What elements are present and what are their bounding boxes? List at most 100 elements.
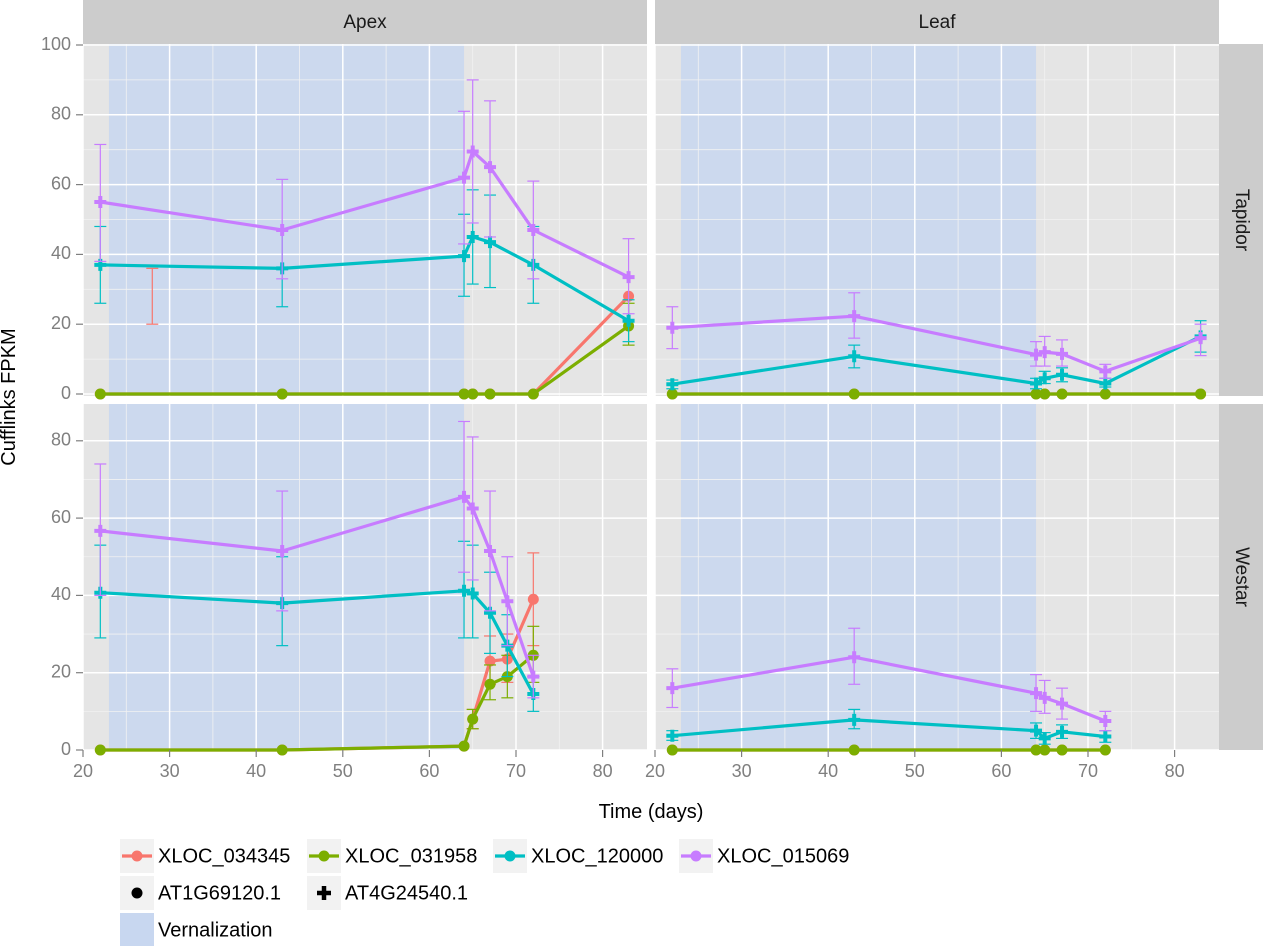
legend-key-point xyxy=(131,887,143,899)
data-point xyxy=(466,145,479,158)
x-tick-label: 50 xyxy=(333,761,353,781)
y-tick-label: 40 xyxy=(51,243,71,263)
data-point xyxy=(1099,730,1112,743)
legend: XLOC_034345 XLOC_031958 XLOC_120000 XLOC_01… xyxy=(120,839,849,946)
x-axis-apex: 20 30 40 50 60 70 80 xyxy=(73,750,613,781)
data-point xyxy=(1099,388,1111,400)
y-axis-tapidor: 0 20 40 60 80 100 xyxy=(41,34,83,403)
panel-apex-tapidor xyxy=(82,44,647,396)
x-axis-title: Time (days) xyxy=(599,801,704,823)
y-tick-label: 60 xyxy=(51,507,71,527)
legend-item-at4g24540-1: AT4G24540.1 xyxy=(307,876,468,910)
y-tick-label: 80 xyxy=(51,104,71,124)
data-point xyxy=(1030,348,1043,361)
data-apex-tapidor xyxy=(94,79,635,400)
legend-item-vernalization: Vernalization xyxy=(120,913,273,946)
data-point xyxy=(1030,687,1043,700)
legend-label: XLOC_031958 xyxy=(345,845,477,867)
row-strip-westar: Westar xyxy=(1219,404,1263,750)
series-xloc-015069 xyxy=(666,292,1207,379)
data-point xyxy=(1039,388,1051,400)
x-tick-label: 80 xyxy=(1165,761,1185,781)
legend-label: AT1G69120.1 xyxy=(158,882,281,904)
strip-label: Westar xyxy=(1231,547,1252,608)
strip-background xyxy=(1219,404,1263,750)
data-point xyxy=(666,729,679,742)
y-tick-label: 0 xyxy=(61,739,71,759)
data-point xyxy=(527,388,539,400)
data-point xyxy=(1039,744,1051,756)
data-point xyxy=(666,321,679,334)
legend-item-xloc-034345: XLOC_034345 xyxy=(120,839,290,873)
data-point xyxy=(848,388,860,400)
data-point xyxy=(501,595,514,608)
data-leaf-tapidor xyxy=(666,292,1207,400)
x-tick-label: 30 xyxy=(160,761,180,781)
series-xloc-031958 xyxy=(666,388,1207,400)
data-point xyxy=(848,651,861,664)
vernalization-band xyxy=(108,404,465,750)
data-point xyxy=(666,388,678,400)
data-point xyxy=(484,161,497,174)
data-point xyxy=(1056,725,1069,738)
x-tick-label: 30 xyxy=(732,761,752,781)
data-point xyxy=(467,388,479,400)
data-point xyxy=(458,388,470,400)
strip-label: Leaf xyxy=(919,12,957,33)
x-tick-label: 70 xyxy=(506,761,526,781)
data-point xyxy=(1038,732,1051,745)
data-point xyxy=(276,744,288,756)
legend-key-point xyxy=(504,850,516,862)
data-point xyxy=(1030,388,1042,400)
legend-label: AT4G24540.1 xyxy=(345,882,468,904)
panel-leaf-tapidor xyxy=(654,44,1219,396)
series-xloc-015069 xyxy=(94,79,635,315)
x-tick-label: 40 xyxy=(818,761,838,781)
y-tick-label: 20 xyxy=(51,661,71,681)
data-point xyxy=(1099,377,1112,390)
data-point xyxy=(276,388,288,400)
vernalization-band xyxy=(680,404,1037,750)
legend-label: XLOC_015069 xyxy=(717,845,849,867)
x-tick-label: 70 xyxy=(1078,761,1098,781)
data-point xyxy=(1056,347,1069,360)
data-point xyxy=(458,584,471,597)
x-tick-label: 20 xyxy=(645,761,665,781)
data-point xyxy=(1056,388,1068,400)
x-tick-label: 80 xyxy=(593,761,613,781)
y-tick-label: 0 xyxy=(61,383,71,403)
y-tick-label: 40 xyxy=(51,584,71,604)
data-point xyxy=(1194,332,1207,345)
data-point xyxy=(848,744,860,756)
data-point xyxy=(666,682,679,695)
data-point xyxy=(527,593,539,605)
data-point xyxy=(484,236,497,249)
data-point xyxy=(458,490,471,503)
legend-label: Vernalization xyxy=(158,919,273,941)
data-point xyxy=(527,223,540,236)
series-xloc-015069 xyxy=(94,420,540,699)
legend-item-at1g69120-1: AT1G69120.1 xyxy=(120,876,281,910)
data-point xyxy=(458,250,471,263)
legend-key-fill xyxy=(120,913,154,946)
data-point xyxy=(848,350,861,363)
data-point xyxy=(1056,744,1068,756)
column-strip-leaf: Leaf xyxy=(655,0,1219,44)
data-point xyxy=(484,655,496,667)
y-tick-label: 60 xyxy=(51,173,71,193)
data-point xyxy=(484,678,496,690)
error-bar xyxy=(146,267,159,325)
vernalization-band xyxy=(680,44,1037,396)
x-tick-label: 60 xyxy=(419,761,439,781)
strip-background xyxy=(83,0,647,44)
data-leaf-westar xyxy=(666,627,1112,756)
data-point xyxy=(1099,715,1112,728)
data-point xyxy=(276,544,289,557)
data-point xyxy=(1038,691,1051,704)
plot-panels xyxy=(82,44,1219,756)
strip-label: Apex xyxy=(343,12,387,33)
data-point xyxy=(1099,365,1112,378)
panel-leaf-westar xyxy=(654,404,1219,751)
data-point xyxy=(1038,346,1051,359)
x-tick-label: 60 xyxy=(991,761,1011,781)
